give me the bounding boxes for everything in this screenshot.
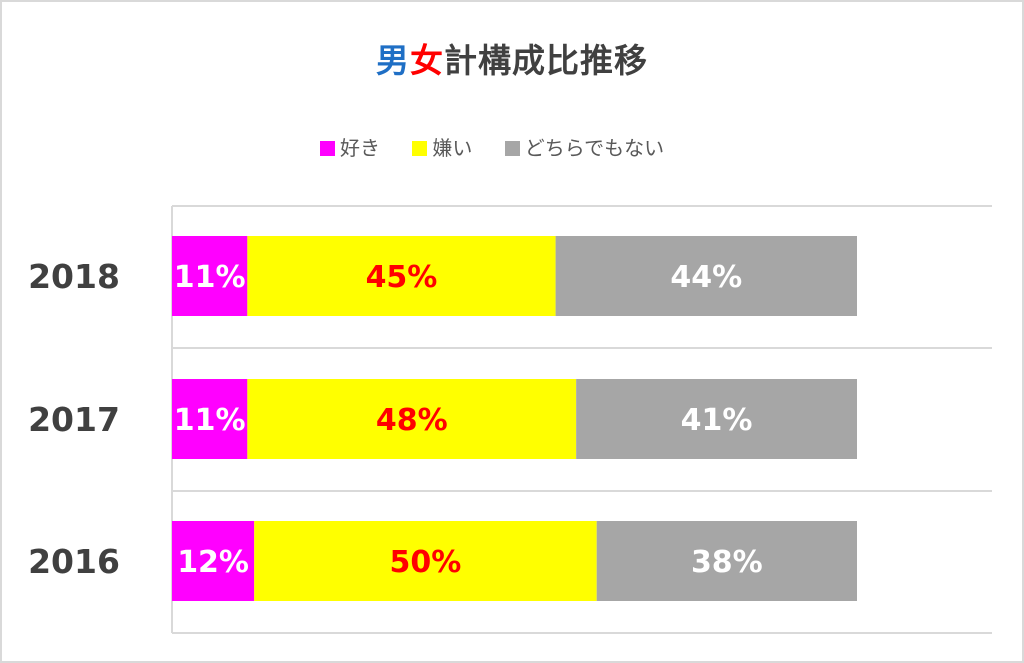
legend-swatch-dislike <box>412 141 428 156</box>
data-label: 50% <box>390 545 462 580</box>
legend-item-dislike: 嫌い <box>412 132 472 161</box>
data-label: 48% <box>376 403 448 438</box>
chart-title: 男女計構成比推移 <box>0 34 1024 82</box>
bar-segment <box>596 521 857 601</box>
category-label: 2016 <box>28 542 120 581</box>
bar-segment <box>254 521 597 601</box>
category-label: 2018 <box>28 257 120 296</box>
data-label: 12% <box>177 545 249 580</box>
legend-swatch-like <box>320 141 335 156</box>
legend-label-like: 好き <box>340 136 380 160</box>
legend-swatch-neither <box>504 141 520 156</box>
data-label: 38% <box>691 545 763 580</box>
bar-segment <box>172 521 255 601</box>
legend-item-like: 好き <box>320 132 380 161</box>
bar-segment <box>555 236 857 316</box>
data-label: 11% <box>174 260 246 295</box>
title-part-rest: 計構成比推移 <box>444 41 648 80</box>
bar-segment <box>576 379 857 459</box>
bar-segment <box>247 379 577 459</box>
legend-label-neither: どちらでもない <box>524 136 665 160</box>
data-label: 45% <box>366 260 438 295</box>
data-label: 44% <box>670 260 742 295</box>
legend-label-dislike: 嫌い <box>432 136 473 160</box>
data-label: 41% <box>681 403 753 438</box>
bar-segment <box>247 236 556 316</box>
bar-segment <box>172 236 248 316</box>
category-label: 2017 <box>28 400 120 439</box>
chart-legend: 好き 嫌い どちらでもない <box>320 132 690 160</box>
title-part-woman: 女 <box>410 41 444 80</box>
data-label: 11% <box>174 403 246 438</box>
title-part-man: 男 <box>376 41 410 80</box>
legend-item-neither: どちらでもない <box>504 132 665 161</box>
bar-segment <box>172 379 248 459</box>
